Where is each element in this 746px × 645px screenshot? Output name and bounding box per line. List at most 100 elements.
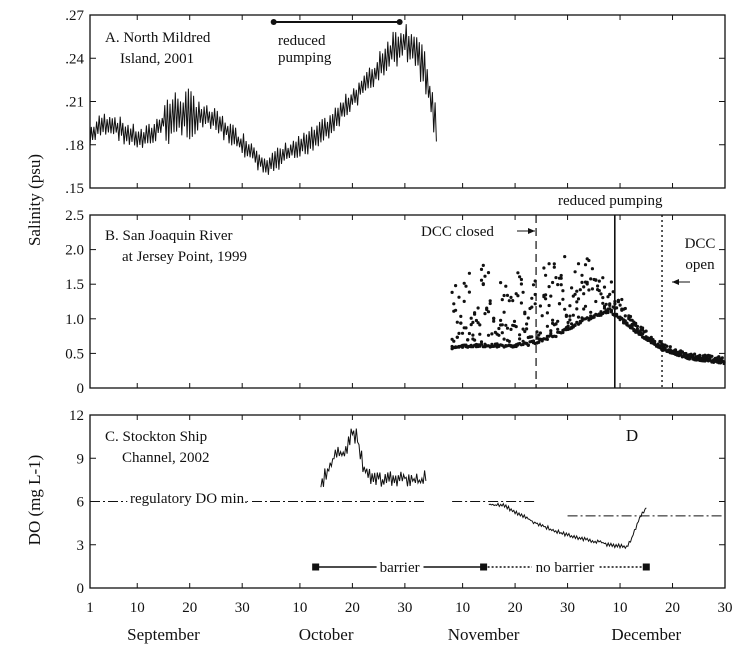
salinity-point [599, 292, 603, 296]
salinity-point [476, 306, 480, 310]
salinity-point [575, 307, 579, 311]
salinity-point [575, 300, 579, 304]
reduced-pumping-label-b: reduced pumping [558, 193, 663, 209]
salinity-point [505, 293, 510, 297]
salinity-point [452, 339, 456, 343]
reduced-pumping-end [396, 19, 403, 25]
salinity-point [559, 283, 563, 287]
salinity-point [540, 339, 544, 343]
salinity-point [576, 297, 581, 301]
salinity-point [462, 281, 466, 285]
salinity-point [467, 290, 471, 294]
series-do-1 [488, 502, 647, 550]
salinity-point [663, 347, 667, 351]
salinity-point [606, 295, 610, 299]
salinity-point [500, 323, 504, 327]
x-tick-label: 1 [86, 600, 94, 616]
salinity-point [478, 332, 482, 336]
salinity-point [464, 284, 468, 288]
salinity-point [604, 302, 608, 306]
salinity-point [573, 292, 577, 296]
salinity-point [596, 284, 600, 288]
y-tick-label: 0.5 [65, 346, 84, 362]
salinity-point [454, 308, 458, 312]
salinity-point [561, 330, 565, 335]
dcc-closed-arrowhead [528, 228, 535, 234]
x-tick-label: 30 [718, 600, 733, 616]
salinity-point [507, 299, 511, 303]
salinity-point [583, 304, 588, 308]
salinity-point [492, 317, 496, 321]
salinity-point [582, 285, 586, 289]
salinity-point [492, 319, 496, 323]
reduced-pumping-start [270, 19, 277, 25]
y-tick-label: .15 [65, 181, 84, 197]
salinity-point [531, 283, 536, 287]
x-tick-label: 20 [182, 600, 197, 616]
salinity-point [587, 288, 591, 292]
salinity-point [542, 266, 546, 270]
salinity-point [668, 345, 672, 349]
salinity-point [478, 323, 482, 327]
salinity-point [570, 286, 574, 290]
x-tick-label: 20 [665, 600, 680, 616]
salinity-point [519, 282, 524, 286]
salinity-point [551, 318, 555, 322]
month-label: December [611, 625, 681, 644]
salinity-point [602, 306, 607, 310]
salinity-point [620, 297, 624, 302]
salinity-point [641, 326, 645, 330]
y-axis-title-salinity: Salinity (psu) [25, 154, 44, 246]
salinity-point [485, 306, 489, 310]
salinity-point [545, 337, 550, 341]
salinity-point [609, 280, 614, 284]
salinity-point [469, 316, 473, 320]
salinity-point [479, 342, 484, 346]
salinity-point [698, 353, 702, 357]
salinity-point [587, 258, 591, 263]
salinity-point [623, 319, 627, 323]
y-tick-label: .18 [65, 138, 84, 154]
panel-b-label: B. San Joaquin River [105, 228, 233, 244]
series-do-0 [320, 428, 427, 488]
salinity-point [589, 277, 593, 281]
regulatory-do-label: regulatory DO min. [130, 491, 248, 507]
salinity-point [554, 276, 558, 280]
x-tick-label: 30 [560, 600, 575, 616]
salinity-point [545, 311, 550, 315]
y-tick-label: .24 [65, 51, 84, 67]
x-tick-label: 30 [235, 600, 250, 616]
x-tick-label: 20 [345, 600, 360, 616]
dcc-open-arrowhead [672, 279, 679, 285]
salinity-point [549, 331, 553, 335]
salinity-point [479, 267, 484, 271]
salinity-point [516, 271, 520, 275]
salinity-point [573, 323, 577, 327]
salinity-point [486, 310, 491, 314]
y-tick-label: 0 [77, 581, 85, 597]
barrier-marker [642, 563, 650, 571]
y-tick-label: 3 [77, 538, 85, 554]
salinity-point [594, 299, 598, 304]
salinity-point [590, 287, 595, 291]
x-tick-label: 10 [613, 600, 628, 616]
salinity-point [601, 296, 605, 300]
barrier-marker [480, 563, 488, 571]
panel-c-label: C. Stockton Ship [105, 429, 207, 445]
salinity-point [497, 326, 501, 331]
salinity-point [525, 322, 529, 326]
salinity-point [563, 307, 567, 311]
salinity-point [457, 295, 461, 299]
salinity-point [597, 279, 601, 283]
salinity-point [455, 335, 459, 339]
dcc-open-label: open [685, 257, 715, 273]
salinity-point [566, 325, 570, 329]
salinity-point [549, 294, 553, 298]
salinity-point [526, 316, 530, 320]
salinity-point [693, 352, 697, 356]
y-tick-label: .21 [65, 95, 84, 111]
salinity-point [499, 318, 503, 322]
salinity-point [512, 319, 517, 323]
salinity-point [597, 289, 601, 293]
